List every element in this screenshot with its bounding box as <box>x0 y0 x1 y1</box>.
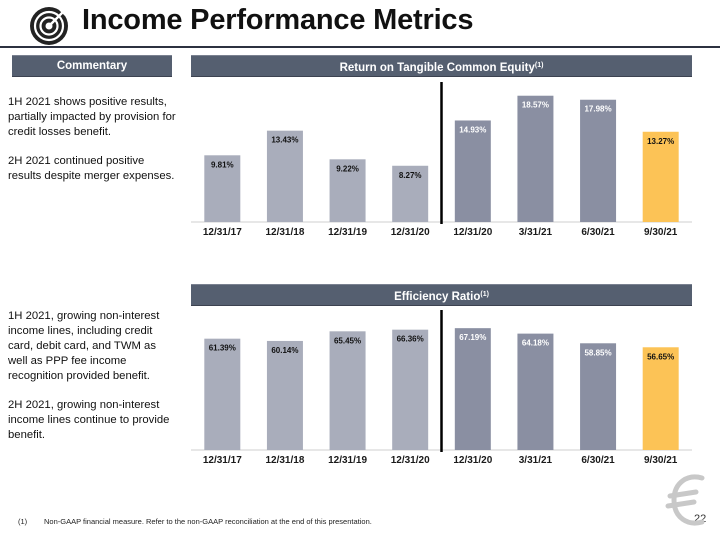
rotce-bar-label: 17.98% <box>584 105 611 114</box>
efficiency-chart-footnote-ref: (1) <box>480 291 489 298</box>
efficiency-chart-svg: 61.39% 12/31/17 60.14% 12/31/18 65.45% 12/31/… <box>191 310 692 466</box>
rotce-bar-label: 18.57% <box>522 101 549 110</box>
rotce-bar-label: 13.43% <box>271 136 298 145</box>
rotce-chart-header: Return on Tangible Common Equity(1) <box>191 55 692 77</box>
efficiency-tick-label: 12/31/19 <box>328 455 367 466</box>
footnote-text: Non-GAAP financial measure. Refer to the… <box>44 517 372 526</box>
efficiency-bar-label: 61.39% <box>209 344 236 353</box>
efficiency-bar <box>204 338 241 450</box>
rotce-bar <box>204 155 241 222</box>
rotce-tick-label: 12/31/19 <box>328 227 367 238</box>
efficiency-bar-label: 64.18% <box>522 339 549 348</box>
rotce-bar <box>454 120 491 222</box>
efficiency-chart: 61.39% 12/31/17 60.14% 12/31/18 65.45% 12/31/… <box>191 310 692 470</box>
efficiency-chart-header: Efficiency Ratio(1) <box>191 284 692 306</box>
efficiency-tick-label: 12/31/17 <box>203 455 242 466</box>
rotce-bar <box>266 130 303 222</box>
commentary-bottom-paragraph-1: 1H 2021, growing non-interest income lin… <box>8 310 160 382</box>
rotce-bar <box>517 95 554 222</box>
rotce-bar-label: 8.27% <box>399 171 422 180</box>
rotce-tick-label: 3/31/21 <box>519 227 553 238</box>
rotce-bar-label: 14.93% <box>459 125 486 134</box>
rotce-tick-label: 12/31/17 <box>203 227 242 238</box>
efficiency-bar-label: 66.36% <box>397 335 424 344</box>
rotce-chart-footnote-ref: (1) <box>534 62 544 69</box>
efficiency-tick-label: 6/30/21 <box>581 455 615 466</box>
rotce-chart-title: Return on Tangible Common Equity <box>339 62 535 74</box>
efficiency-tick-label: 9/30/21 <box>644 455 678 466</box>
efficiency-tick-label: 12/31/20 <box>453 455 492 466</box>
rotce-bar <box>580 99 617 222</box>
efficiency-bar-label: 67.19% <box>459 333 486 342</box>
target-logo-icon <box>30 7 68 45</box>
commentary-header: Commentary <box>12 55 172 77</box>
rotce-tick-label: 12/31/18 <box>265 227 304 238</box>
commentary-top-paragraph-2: 2H 2021 continued positive results despi… <box>8 155 175 182</box>
efficiency-bar-label: 65.45% <box>334 336 361 345</box>
rotce-bar-label: 13.27% <box>647 137 674 146</box>
efficiency-bar <box>580 343 617 450</box>
page-title: Income Performance Metrics <box>82 4 474 36</box>
rotce-tick-label: 12/31/20 <box>391 227 430 238</box>
rotce-bar <box>642 131 679 222</box>
efficiency-tick-label: 12/31/18 <box>265 455 304 466</box>
efficiency-bar <box>642 347 679 450</box>
rotce-bar-label: 9.22% <box>336 164 359 173</box>
commentary-bottom: 1H 2021, growing non-interest income lin… <box>8 309 176 457</box>
efficiency-bar-label: 58.85% <box>584 348 611 357</box>
watermark-logo-icon <box>665 474 705 526</box>
rotce-tick-label: 12/31/20 <box>453 227 492 238</box>
efficiency-bar <box>266 340 303 450</box>
efficiency-tick-label: 3/31/21 <box>519 455 553 466</box>
commentary-bottom-paragraph-2: 2H 2021, growing non-interest income lin… <box>8 399 170 441</box>
efficiency-bar-label: 60.14% <box>271 346 298 355</box>
rotce-tick-label: 9/30/21 <box>644 227 678 238</box>
efficiency-bar <box>454 328 491 450</box>
commentary-top: 1H 2021 shows positive results, partiall… <box>8 95 176 198</box>
rotce-tick-label: 6/30/21 <box>581 227 615 238</box>
rotce-chart: 9.81% 12/31/17 13.43% 12/31/18 9.22% 12/31/19… <box>191 82 692 242</box>
footnote-number: (1) <box>18 517 28 526</box>
efficiency-chart-title: Efficiency Ratio <box>394 291 481 303</box>
efficiency-bar-label: 56.65% <box>647 352 674 361</box>
rotce-bar-label: 9.81% <box>211 160 234 169</box>
footnote: (1) Non-GAAP financial measure. Refer to … <box>18 517 372 526</box>
efficiency-bar <box>329 331 366 450</box>
efficiency-bar <box>392 329 429 450</box>
efficiency-bar <box>517 333 554 450</box>
efficiency-tick-label: 12/31/20 <box>391 455 430 466</box>
rotce-chart-svg: 9.81% 12/31/17 13.43% 12/31/18 9.22% 12/31/19… <box>191 82 692 238</box>
title-rule <box>0 46 720 48</box>
rotce-bar <box>329 159 366 222</box>
rotce-bar <box>392 165 429 222</box>
commentary-top-paragraph-1: 1H 2021 shows positive results, partiall… <box>8 96 176 138</box>
